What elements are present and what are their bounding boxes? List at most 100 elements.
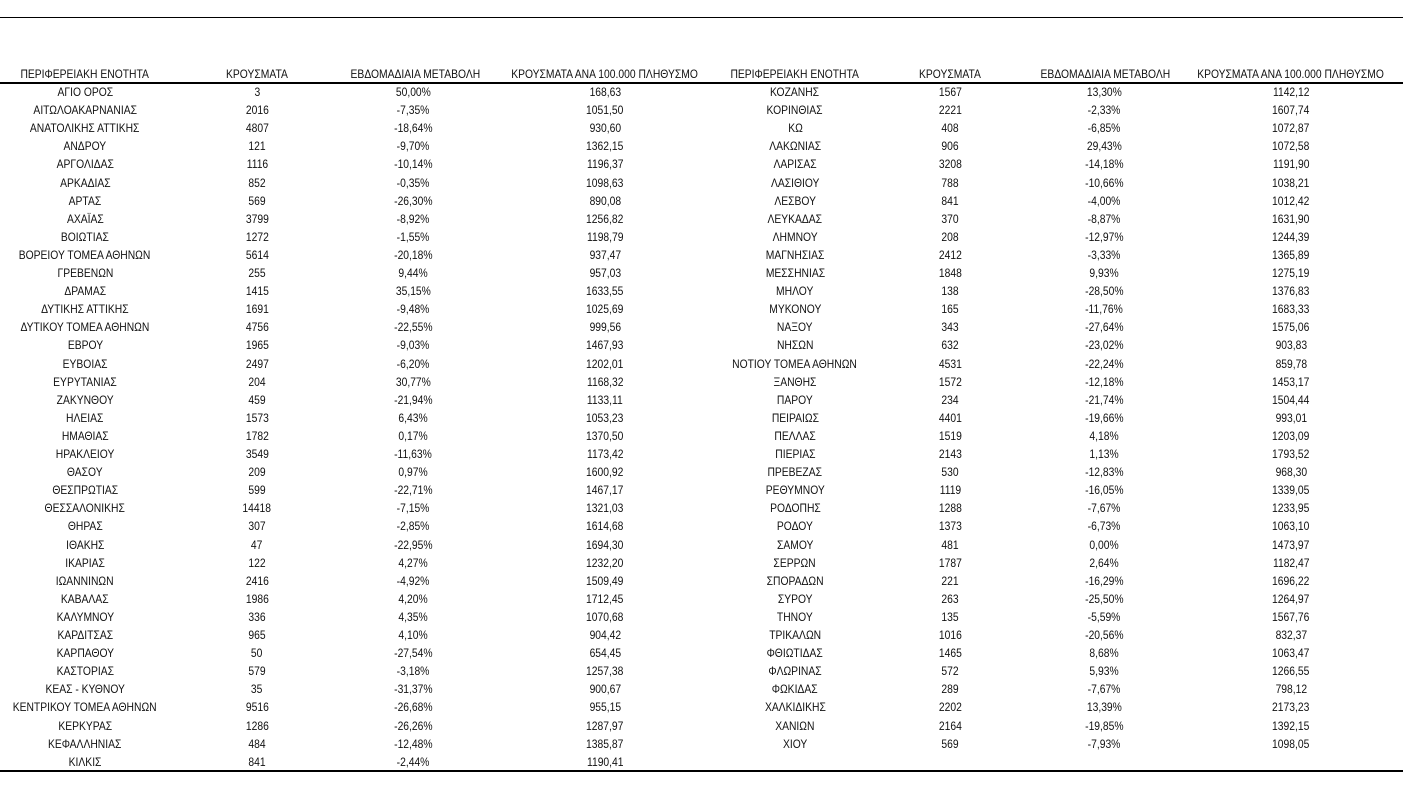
- cell-cases-per-100k-text: 1233,95: [1272, 501, 1310, 516]
- cell-cases-per-100k-text: 1196,37: [586, 157, 624, 172]
- cell-region-name-text: ΠΙΕΡΙΑΣ: [774, 447, 816, 461]
- cell-region-name: ΔΥΤΙΚΟΥ ΤΟΜΕΑ ΑΘΗΝΩΝ: [0, 318, 170, 336]
- cell-cases-per-100k-text: 1275,19: [1272, 266, 1310, 280]
- cell-weekly-change: -2,85%: [340, 517, 486, 535]
- cell-region-name-text: ΕΥΒΟΙΑΣ: [62, 356, 108, 371]
- cell-cases: 1848: [900, 264, 1000, 282]
- cell-weekly-change: -28,50%: [1030, 282, 1178, 300]
- cell-cases: 138: [900, 282, 1000, 300]
- cell-cases-per-100k-text: 1063,10: [1272, 519, 1310, 534]
- cell-cases-per-100k: 1567,76: [1180, 608, 1402, 626]
- cell-cases-per-100k-text: 968,30: [1275, 465, 1307, 480]
- cell-cases: 1787: [900, 554, 1000, 572]
- cell-weekly-change-text: -9,03%: [396, 338, 430, 353]
- cell-cases-text: 1573: [245, 410, 269, 425]
- cell-cases-text: 1288: [938, 501, 962, 516]
- cell-cases-per-100k: 890,08: [492, 192, 718, 210]
- cell-cases-per-100k-text: 999,56: [589, 320, 621, 335]
- cell-weekly-change: -4,92%: [340, 572, 486, 590]
- cell-region-name-text: ΝΑΞΟΥ: [777, 320, 813, 335]
- cell-weekly-change: 35,15%: [340, 282, 486, 300]
- cell-region-name: ΑΓΙΟ ΟΡΟΣ: [0, 83, 170, 101]
- cell-cases-per-100k: 900,67: [492, 680, 718, 698]
- cell-region-name: ΛΑΣΙΘΙΟΥ: [720, 174, 870, 192]
- cell-region-name-text: ΡΕΘΥΜΝΟΥ: [765, 483, 825, 498]
- cell-region-name-text: ΚΟΡΙΝΘΙΑΣ: [767, 103, 823, 118]
- header-cases: ΚΡΟΥΣΜΑΤΑ: [207, 65, 307, 83]
- cell-weekly-change: -12,48%: [340, 735, 486, 753]
- cell-region-name: ΧΑΛΚΙΔΙΚΗΣ: [720, 698, 870, 716]
- cell-cases-text: 3: [254, 85, 260, 99]
- cell-region-name: ΘΑΣΟΥ: [0, 463, 170, 481]
- cell-cases-text: 599: [248, 483, 266, 498]
- header-underline: [0, 82, 1403, 84]
- cell-cases-text: 1965: [245, 338, 269, 353]
- cell-weekly-change-text: 8,68%: [1089, 646, 1119, 661]
- cell-cases-text: 632: [941, 338, 959, 353]
- cell-region-name-text: ΦΘΙΩΤΙΔΑΣ: [766, 646, 824, 661]
- cell-cases: 204: [207, 373, 307, 391]
- cell-weekly-change-text: -6,20%: [396, 356, 430, 371]
- cell-cases: 234: [900, 391, 1000, 409]
- cell-cases-per-100k-text: 1202,01: [586, 356, 624, 371]
- cell-cases: 35: [207, 680, 307, 698]
- cell-weekly-change-text: -22,24%: [1084, 356, 1124, 371]
- cell-region-name-text: ΛΕΣΒΟΥ: [774, 193, 816, 208]
- cell-region-name: ΚΑΛΥΜΝΟΥ: [0, 608, 170, 626]
- cell-cases-per-100k: 1467,17: [492, 481, 718, 499]
- cell-cases-text: 569: [248, 193, 266, 208]
- cell-region-name: ΛΗΜΝΟΥ: [720, 228, 870, 246]
- cell-cases-text: 307: [248, 519, 266, 534]
- cell-cases: 255: [207, 264, 307, 282]
- cell-cases: 788: [900, 174, 1000, 192]
- cell-region-name: ΘΗΡΑΣ: [0, 517, 170, 535]
- cell-cases-per-100k: 1072,87: [1180, 119, 1402, 137]
- header-region-name-text: ΠΕΡΙΦΕΡΕΙΑΚΗ ΕΝΟΤΗΤΑ: [20, 67, 150, 81]
- cell-cases-per-100k-text: 1025,69: [586, 302, 624, 317]
- cell-cases: 4807: [207, 119, 307, 137]
- cell-region-name-text: ΘΕΣΣΑΛΟΝΙΚΗΣ: [44, 501, 126, 516]
- cell-cases-text: 9516: [245, 700, 269, 715]
- cell-weekly-change-text: -3,18%: [396, 664, 430, 679]
- cell-cases-per-100k-text: 1072,58: [1272, 139, 1310, 154]
- cell-weekly-change-text: -23,02%: [1084, 338, 1124, 353]
- cell-region-name: ΡΟΔΟΥ: [720, 517, 870, 535]
- cell-cases-per-100k: 1142,12: [1180, 83, 1402, 101]
- cell-cases-text: 263: [941, 591, 959, 606]
- cell-cases-text: 2202: [938, 700, 962, 715]
- cell-region-name-text: ΧΙΟΥ: [782, 736, 808, 751]
- cell-region-name: ΠΑΡΟΥ: [720, 391, 870, 409]
- cell-cases-text: 5614: [245, 247, 269, 262]
- cell-cases-per-100k-text: 937,47: [589, 247, 621, 262]
- cell-weekly-change-text: -6,85%: [1087, 121, 1121, 136]
- cell-region-name: ΗΡΑΚΛΕΙΟΥ: [0, 445, 170, 463]
- cell-cases: 3549: [207, 445, 307, 463]
- cell-cases-text: 530: [941, 465, 959, 480]
- cell-region-name-text: ΑΝΔΡΟΥ: [63, 139, 107, 154]
- cell-weekly-change: 13,39%: [1030, 698, 1178, 716]
- cell-region-name-text: ΦΛΩΡΙΝΑΣ: [768, 664, 822, 679]
- cell-cases-per-100k: 1182,47: [1180, 554, 1402, 572]
- cell-weekly-change-text: -12,83%: [1084, 465, 1124, 480]
- cell-cases-per-100k-text: 890,08: [589, 193, 621, 208]
- cell-weekly-change-text: -14,18%: [1084, 157, 1124, 172]
- cell-region-name-text: ΣΠΟΡΑΔΩΝ: [766, 573, 824, 588]
- cell-region-name: ΚΑΡΠΑΘΟΥ: [0, 644, 170, 662]
- cell-cases: 1572: [900, 373, 1000, 391]
- cell-cases-per-100k-text: 1683,33: [1272, 302, 1310, 317]
- cell-cases: 3208: [900, 155, 1000, 173]
- cell-region-name: ΙΩΑΝΝΙΝΩΝ: [0, 572, 170, 590]
- cell-cases-per-100k-text: 1694,30: [586, 537, 624, 552]
- cell-region-name: ΚΟΡΙΝΘΙΑΣ: [720, 101, 870, 119]
- cell-weekly-change: -22,55%: [340, 318, 486, 336]
- cell-weekly-change: 4,10%: [340, 626, 486, 644]
- cell-region-name-text: ΡΟΔΟΥ: [777, 519, 813, 534]
- cell-cases-per-100k: 1098,63: [492, 174, 718, 192]
- cell-cases: 208: [900, 228, 1000, 246]
- cell-cases-text: 1286: [245, 718, 269, 733]
- cell-cases-per-100k: 1012,42: [1180, 192, 1402, 210]
- cell-weekly-change: -3,18%: [340, 662, 486, 680]
- cell-cases: 459: [207, 391, 307, 409]
- cell-cases: 3799: [207, 210, 307, 228]
- cell-region-name-text: ΛΑΡΙΣΑΣ: [773, 157, 817, 172]
